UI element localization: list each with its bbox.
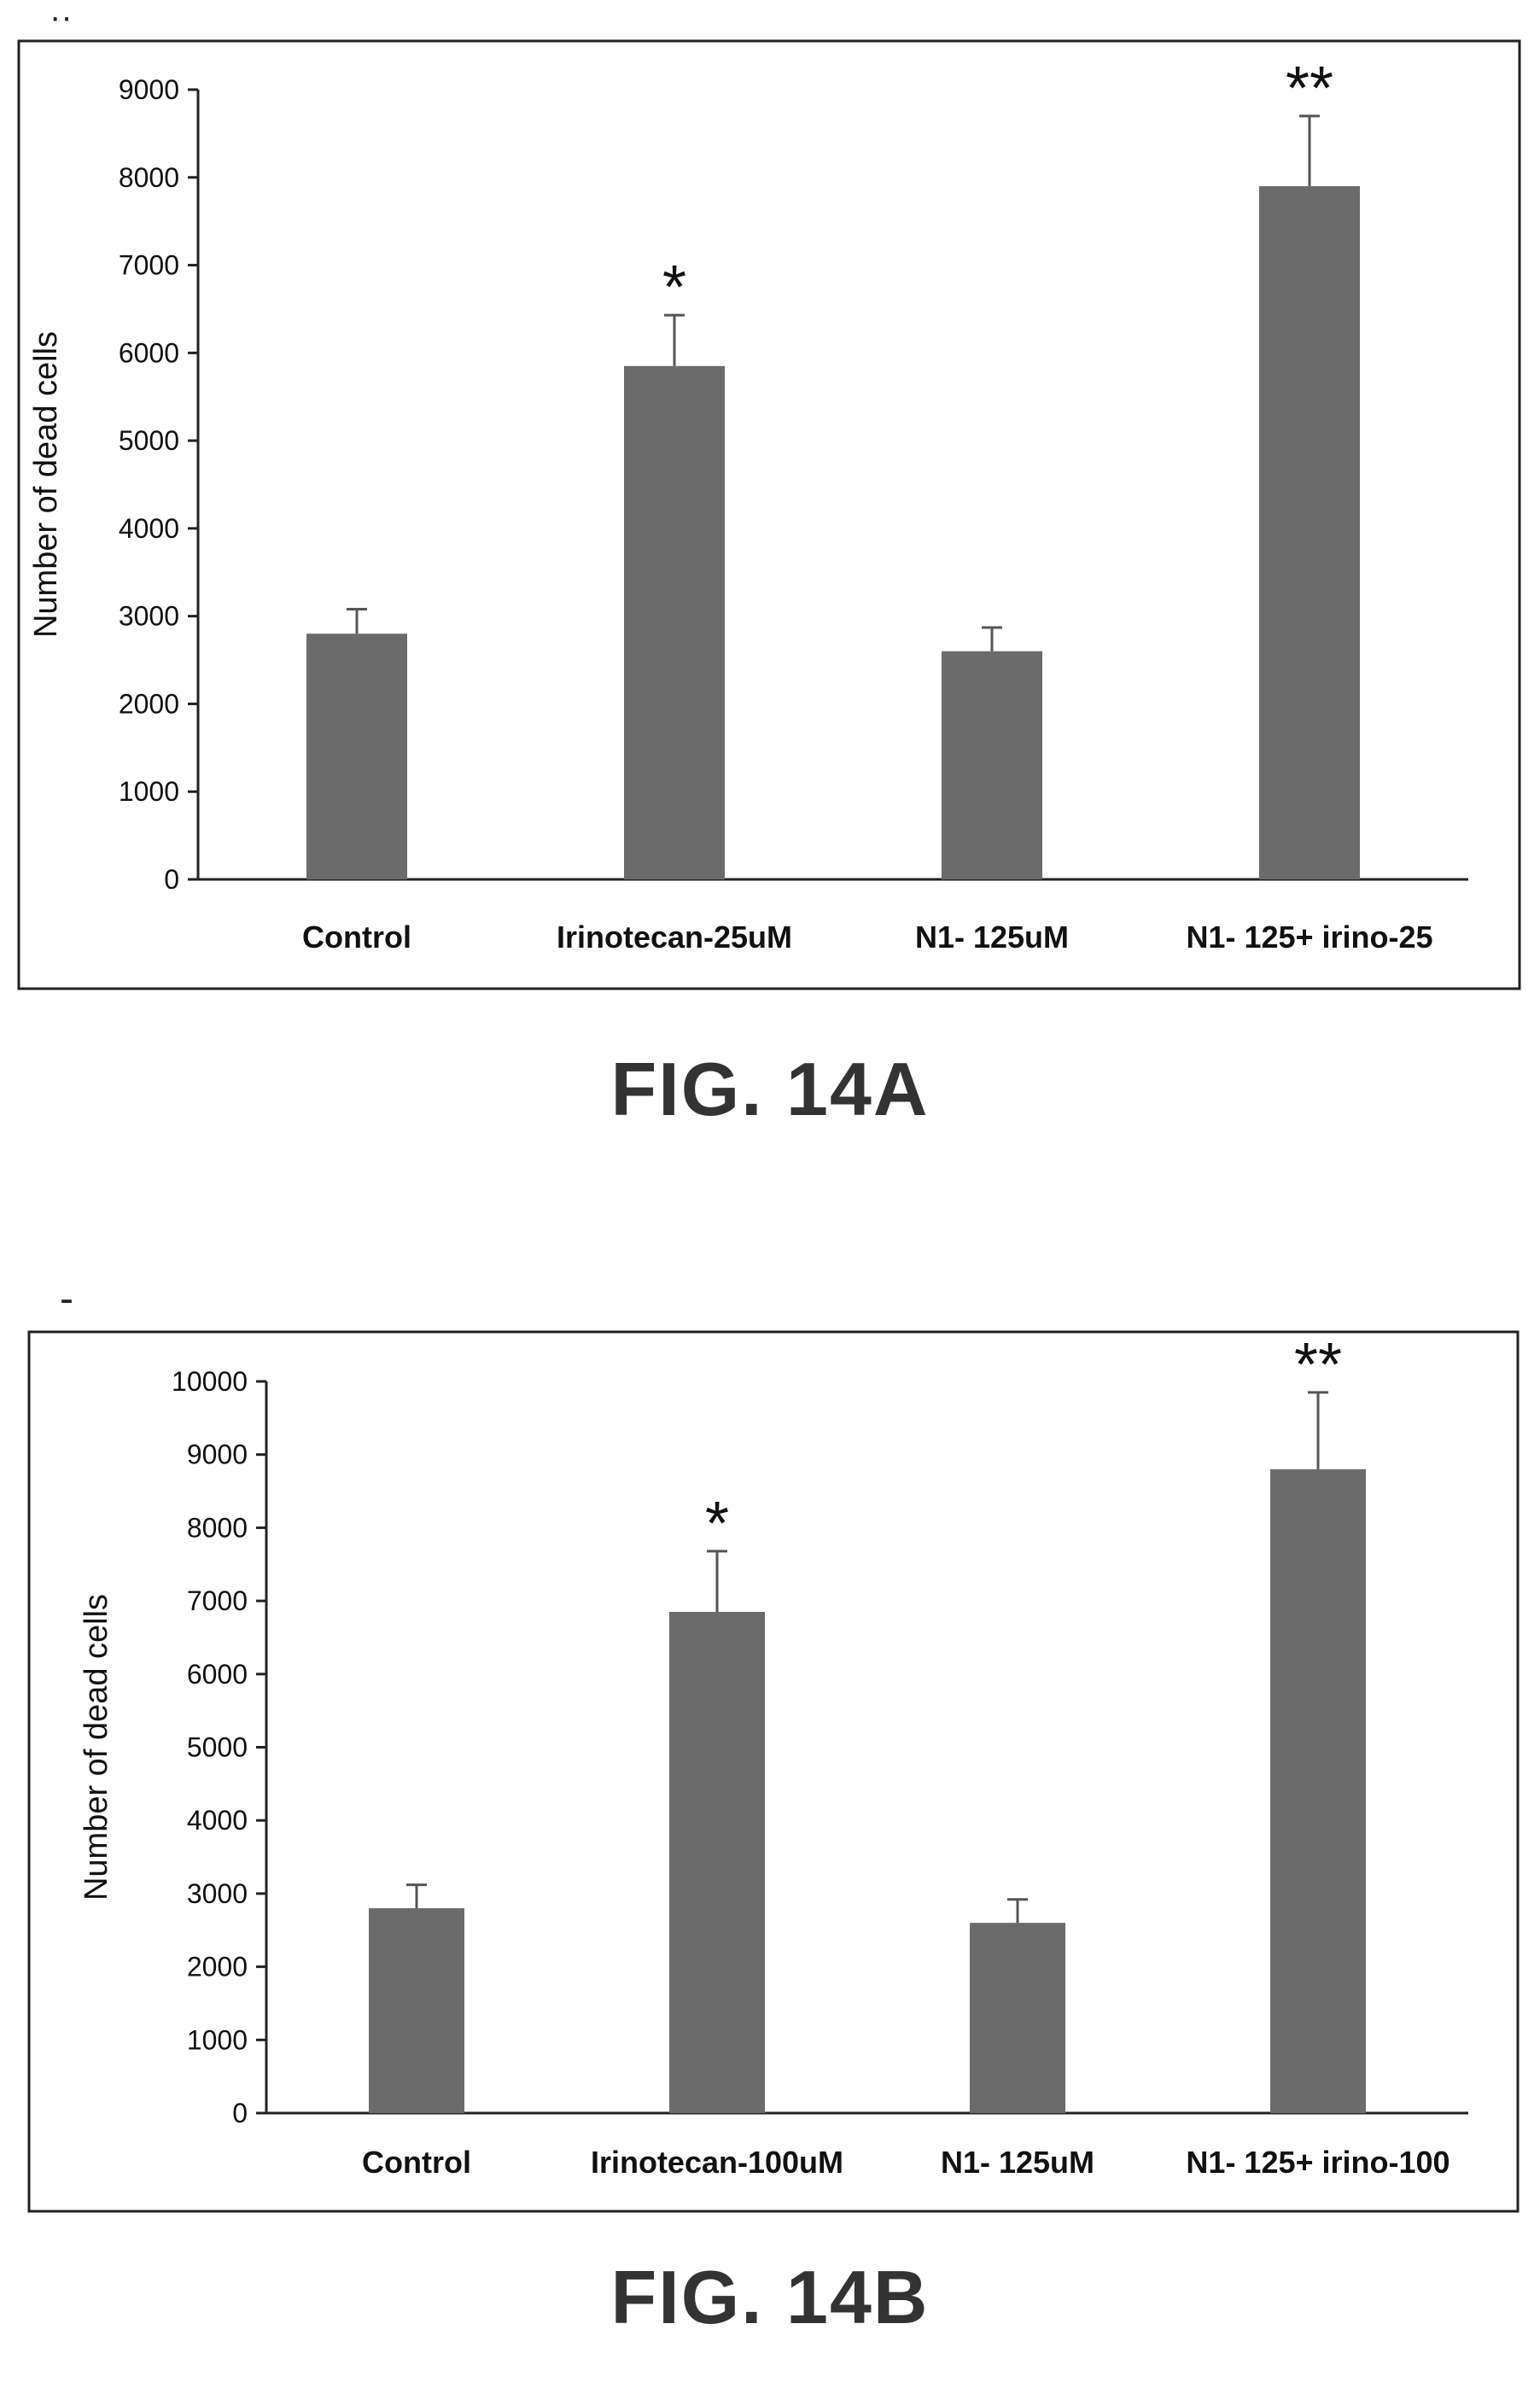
y-tick-label: 4000 xyxy=(119,513,179,544)
bar xyxy=(942,651,1042,879)
y-tick-label: 8000 xyxy=(119,162,179,193)
bar xyxy=(306,633,407,879)
y-tick-label: 1000 xyxy=(119,776,179,807)
category-label: Irinotecan-100uM xyxy=(591,2145,843,2180)
y-axis-label: Number of dead cells xyxy=(79,1594,114,1900)
y-tick-label: 10000 xyxy=(172,1366,248,1397)
figure-label-14b: FIG. 14B xyxy=(610,2255,930,2339)
category-label: N1- 125uM xyxy=(941,2145,1094,2180)
significance-marker: * xyxy=(662,254,686,322)
y-tick-label: 7000 xyxy=(119,250,179,281)
chart-frame xyxy=(17,39,1521,990)
chart-fig-14b: 0 1000 2000 3000 4000 5000 6000 7000 8000 9000 100… xyxy=(27,1330,1520,2213)
category-label: N1- 125+ irino-100 xyxy=(1186,2145,1450,2180)
significance-marker: ** xyxy=(1294,1331,1342,1399)
bar xyxy=(1270,1468,1366,2113)
chart-fig-14a: 0 1000 2000 3000 4000 5000 6000 7000 8000 9000 Num… xyxy=(17,39,1521,990)
bar xyxy=(669,1611,765,2113)
significance-marker: ** xyxy=(1286,55,1333,123)
y-tick-label: 9000 xyxy=(119,74,179,105)
y-tick-label: 6000 xyxy=(187,1659,248,1690)
y-tick-label: 7000 xyxy=(187,1585,248,1616)
y-tick-label: 3000 xyxy=(119,601,179,632)
y-tick-label: 0 xyxy=(164,864,179,895)
top-dots-mark: ·· xyxy=(50,0,73,36)
y-tick-label: 4000 xyxy=(187,1805,248,1836)
y-axis-label: Number of dead cells xyxy=(28,331,64,638)
y-tick-label: 3000 xyxy=(187,1878,248,1909)
top-dash-mark: - xyxy=(60,1276,73,1322)
y-tick-label: 5000 xyxy=(187,1732,248,1763)
y-tick-label: 0 xyxy=(232,2098,248,2128)
bar xyxy=(1259,186,1360,880)
category-label: Control xyxy=(362,2145,471,2180)
y-tick-label: 9000 xyxy=(187,1439,248,1470)
category-label: Control xyxy=(302,920,411,955)
y-tick-label: 5000 xyxy=(119,425,179,456)
category-label: N1- 125+ irino-25 xyxy=(1186,920,1432,955)
y-tick-label: 2000 xyxy=(187,1952,248,1982)
bar xyxy=(970,1923,1065,2113)
y-tick-label: 6000 xyxy=(119,337,179,368)
figure-label-14a: FIG. 14A xyxy=(610,1047,930,1131)
category-label: N1- 125uM xyxy=(915,920,1069,955)
chart-frame xyxy=(27,1330,1520,2213)
bar xyxy=(624,365,725,879)
y-tick-label: 2000 xyxy=(119,688,179,719)
y-tick-label: 8000 xyxy=(187,1512,248,1543)
significance-marker: * xyxy=(705,1490,729,1558)
y-tick-label: 1000 xyxy=(187,2024,248,2055)
category-label: Irinotecan-25uM xyxy=(557,920,792,955)
bar xyxy=(369,1908,464,2113)
